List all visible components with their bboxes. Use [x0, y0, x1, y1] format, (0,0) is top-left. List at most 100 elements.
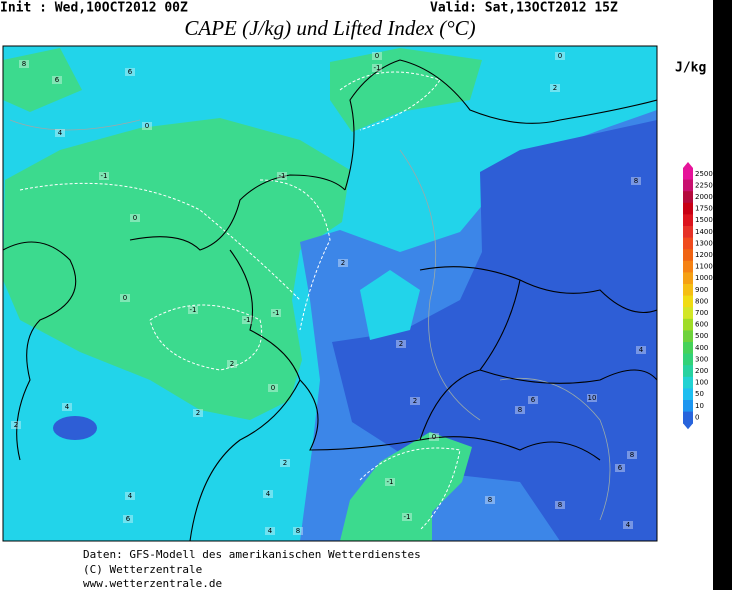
dark-blue-zone — [332, 120, 657, 541]
contour-label: 4 — [626, 521, 631, 529]
contour-label: 8 — [518, 406, 522, 414]
contour-label-bg — [372, 52, 382, 60]
legend-label: 1750 — [695, 205, 713, 213]
contour-label-bg — [125, 68, 135, 76]
contour-label: -1 — [387, 478, 394, 486]
legend-label: 300 — [695, 355, 708, 363]
coastlines — [3, 59, 657, 541]
contour-label: 6 — [618, 464, 623, 472]
contour-label-bg — [263, 490, 273, 498]
footer-url: www.wetterzentrale.de — [83, 577, 222, 590]
legend-label: 800 — [695, 297, 708, 305]
contour-label: 2 — [196, 409, 200, 417]
contour-label: 6 — [126, 515, 131, 523]
legend-swatch — [683, 330, 693, 343]
contour-label: 4 — [639, 346, 644, 354]
legend-swatch — [683, 168, 693, 181]
contour-label: -1 — [273, 309, 280, 317]
legend-swatch — [683, 249, 693, 262]
contour-label: -1 — [244, 316, 251, 324]
legend-swatch — [683, 411, 693, 424]
contour-label-bg — [11, 421, 21, 429]
contour-label: 4 — [266, 490, 271, 498]
map-title: CAPE (J/kg) und Lifted Index (°C) — [184, 16, 475, 40]
legend-swatch — [683, 353, 693, 366]
contour-label: 4 — [58, 129, 63, 137]
legend-label: 600 — [695, 321, 708, 329]
legend-label: 900 — [695, 286, 708, 294]
contour-label: 2 — [553, 84, 557, 92]
legend-unit: J/kg — [675, 61, 706, 76]
contour-label-bg — [587, 394, 597, 402]
legend-swatch — [683, 307, 693, 320]
legend-label: 10 — [695, 402, 704, 410]
legend-label: 500 — [695, 332, 708, 340]
legend-swatch — [683, 272, 693, 285]
contour-label-bg — [99, 172, 109, 180]
contour-label: 6 — [531, 396, 536, 404]
contour-label-bg — [402, 513, 412, 521]
legend-label: 400 — [695, 344, 708, 352]
legend-label: 2000 — [695, 193, 713, 201]
contour-label: 0 — [123, 294, 127, 302]
contour-label: 8 — [296, 527, 300, 535]
contour-label-bg — [627, 451, 637, 459]
contour-label-bg — [52, 76, 62, 84]
legend-label: 100 — [695, 379, 708, 387]
contour-label: 0 — [145, 122, 149, 130]
contour-label-bg — [125, 492, 135, 500]
contour-label-bg — [631, 177, 641, 185]
legend-label: 1400 — [695, 228, 713, 236]
legend-label: 200 — [695, 367, 708, 375]
legend-label: 1100 — [695, 263, 713, 271]
contour-label-bg — [615, 464, 625, 472]
map-area — [3, 46, 657, 541]
legend-swatch — [683, 342, 693, 355]
contour-label-bg — [372, 64, 382, 72]
contour-label: 0 — [271, 384, 275, 392]
contour-label: 0 — [375, 52, 379, 60]
contour-label: 2 — [399, 340, 403, 348]
init-time: Init : Wed,10OCT2012 00Z — [0, 1, 188, 16]
contour-label-bg — [555, 52, 565, 60]
legend-label: 50 — [695, 390, 704, 398]
legend-label: 1500 — [695, 216, 713, 224]
cape-contours — [9, 119, 611, 521]
contour-label: 4 — [268, 527, 273, 535]
footer-copyright: (C) Wetterzentrale — [83, 563, 202, 576]
legend-cap — [683, 162, 693, 168]
legend-label: 1200 — [695, 251, 713, 259]
contour-label: 0 — [133, 214, 137, 222]
contour-label-bg — [242, 316, 252, 324]
contour-label-bg — [280, 459, 290, 467]
contour-label-bg — [55, 129, 65, 137]
legend-swatch — [683, 376, 693, 389]
contour-label: 0 — [432, 433, 436, 441]
contour-label: 10 — [588, 394, 597, 402]
contour-label-bg — [410, 397, 420, 405]
black-edge — [713, 0, 732, 590]
legend-swatch — [683, 237, 693, 250]
contour-label: -1 — [279, 172, 286, 180]
contour-label-bg — [396, 340, 406, 348]
legend-swatch — [683, 318, 693, 331]
footer-source: Daten: GFS-Modell des amerikanischen Wet… — [83, 548, 421, 561]
contour-label-bg — [188, 306, 198, 314]
map-frame — [2, 45, 658, 542]
contour-label: 6 — [128, 68, 133, 76]
contour-label: 8 — [558, 501, 562, 509]
contour-label: 8 — [488, 496, 492, 504]
li-contours — [19, 71, 461, 531]
contour-label: 2 — [230, 360, 234, 368]
contour-label: 4 — [128, 492, 133, 500]
contour-label: 8 — [22, 60, 26, 68]
contour-label-bg — [385, 478, 395, 486]
contour-label-bg — [528, 396, 538, 404]
contour-label: -1 — [101, 172, 108, 180]
contour-label-bg — [227, 360, 237, 368]
legend-swatch — [683, 179, 693, 192]
legend-swatch — [683, 295, 693, 308]
legend-swatch — [683, 214, 693, 227]
legend-label: 2250 — [695, 181, 713, 189]
